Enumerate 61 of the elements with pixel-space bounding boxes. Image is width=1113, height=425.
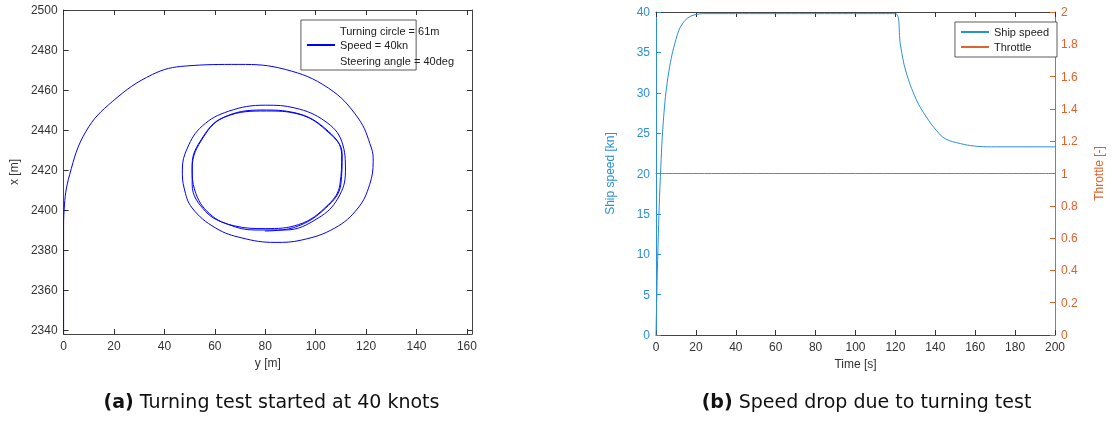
y-tick-label: 2440: [30, 123, 58, 137]
y-tick-label: 2480: [30, 43, 58, 57]
x-tick-label: 160: [456, 339, 478, 353]
text: (b) Speed drop due to turning test: [701, 389, 1032, 412]
y2-tick-label: 1.2: [1061, 134, 1079, 149]
y2-tick-label: 1.4: [1061, 101, 1079, 116]
y2-tick-label: 1.6: [1061, 69, 1079, 84]
x-tick-label: 160: [965, 340, 986, 354]
y2-tick-label: 2: [1061, 5, 1068, 19]
y2-tick-label: 0.2: [1061, 295, 1079, 310]
y-tick-label: 2460: [30, 83, 58, 97]
x-tick-label: 0: [60, 339, 68, 353]
annotation: Turning circle = 61m: [339, 24, 440, 37]
x-tick-label: 180: [1005, 340, 1026, 354]
legend-label: Throttle: [993, 41, 1032, 53]
x-tick-label: 80: [258, 339, 273, 353]
x-tick-label: 20: [689, 340, 703, 354]
y2-tick-label: 1: [1061, 166, 1068, 181]
x-tick-label: 40: [729, 340, 743, 354]
x-tick-label: 200: [1044, 340, 1066, 354]
x-tick-label: 0: [652, 340, 660, 354]
annotation: Steering angle = 40deg: [339, 54, 455, 67]
y-tick-label: 40: [636, 5, 651, 19]
y2-tick-label: 0.6: [1061, 231, 1079, 246]
y-tick-label: 30: [636, 85, 651, 100]
y-tick-label: 25: [636, 126, 651, 141]
y2-axis-title: Throttle [-]: [1092, 146, 1106, 201]
legend-label: Ship speed: [993, 26, 1049, 38]
x-tick-label: 120: [885, 340, 906, 354]
y-tick-label: 0: [643, 328, 651, 342]
x-tick-label: 20: [107, 339, 122, 353]
x-tick-label: 80: [808, 340, 823, 354]
x-tick-label: 100: [305, 339, 327, 353]
y-tick-label: 2500: [30, 3, 58, 17]
text: (a) Turning test started at 40 knots: [103, 389, 440, 412]
y-tick-label: 10: [636, 247, 651, 262]
x-tick-label: 100: [845, 340, 866, 354]
y-tick-label: 2380: [30, 243, 58, 257]
x-tick-label: 140: [406, 339, 427, 353]
x-axis-title: y [m]: [254, 355, 281, 370]
x-tick-label: 140: [925, 340, 946, 354]
y2-tick-label: 1.8: [1061, 37, 1079, 52]
y-tick-label: 35: [636, 45, 651, 60]
y2-tick-label: 0: [1061, 328, 1068, 342]
legend-label: Speed = 40kn: [339, 39, 409, 51]
y-tick-label: 2400: [30, 203, 58, 217]
y-tick-label: 20: [636, 166, 651, 181]
y2-tick-label: 0.8: [1061, 198, 1079, 213]
x-tick-label: 60: [208, 339, 222, 353]
y-tick-label: 5: [643, 287, 651, 302]
y2-tick-label: 0.4: [1061, 263, 1079, 278]
y-tick-label: 2420: [30, 163, 58, 177]
x-tick-label: 60: [769, 340, 783, 354]
x-axis-title: Time [s]: [834, 356, 877, 371]
y-tick-label: 2340: [30, 323, 58, 337]
x-tick-label: 120: [356, 339, 377, 353]
x-tick-label: 40: [157, 339, 172, 353]
y-tick-label: 2360: [30, 283, 58, 297]
y-axis-title: x [m]: [7, 159, 21, 185]
y-axis-title: Ship speed [kn]: [603, 132, 617, 215]
y-tick-label: 15: [636, 206, 651, 221]
